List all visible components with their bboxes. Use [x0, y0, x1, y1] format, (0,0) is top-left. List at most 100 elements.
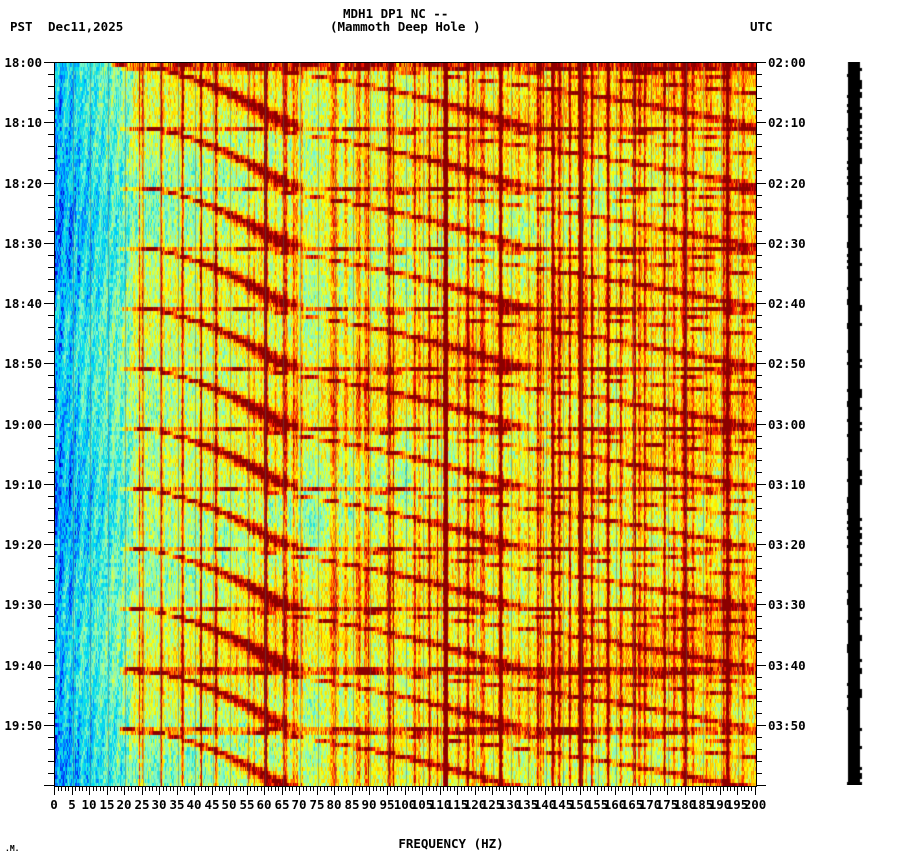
time-minor-tick-right	[756, 387, 762, 388]
freq-major-tick	[317, 786, 318, 795]
freq-major-tick	[440, 786, 441, 795]
freq-major-tick	[650, 786, 651, 795]
pst-time-label: 19:50	[4, 718, 42, 733]
freq-major-tick	[755, 786, 756, 795]
freq-major-tick	[177, 786, 178, 795]
freq-minor-tick	[618, 786, 619, 791]
time-minor-tick-left	[48, 592, 54, 593]
freq-major-tick	[194, 786, 195, 795]
time-minor-tick-left	[48, 86, 54, 87]
time-major-tick-right	[756, 303, 766, 304]
time-minor-tick-right	[756, 170, 762, 171]
time-minor-tick-left	[48, 399, 54, 400]
time-minor-tick-right	[756, 267, 762, 268]
time-major-tick-right	[756, 62, 766, 63]
freq-tick-label: 180	[673, 797, 697, 812]
freq-major-tick	[159, 786, 160, 795]
freq-minor-tick	[61, 786, 62, 791]
freq-tick-label: 110	[428, 797, 452, 812]
freq-tick-label: 70	[291, 797, 307, 812]
freq-major-tick	[352, 786, 353, 795]
pst-time-label: 19:10	[4, 477, 42, 492]
utc-time-label: 03:50	[768, 718, 806, 733]
freq-minor-tick	[678, 786, 679, 791]
freq-tick-label: 100	[393, 797, 417, 812]
time-major-tick-left	[44, 665, 54, 666]
time-minor-tick-left	[48, 652, 54, 653]
freq-minor-tick	[541, 786, 542, 791]
freq-minor-tick	[611, 786, 612, 791]
freq-tick-label: 40	[186, 797, 202, 812]
freq-minor-tick	[310, 786, 311, 791]
freq-minor-tick	[499, 786, 500, 791]
freq-tick-label: 0	[50, 797, 58, 812]
time-major-tick-left	[44, 122, 54, 123]
time-minor-tick-right	[756, 508, 762, 509]
freq-minor-tick	[303, 786, 304, 791]
time-minor-tick-left	[48, 279, 54, 280]
freq-minor-tick	[243, 786, 244, 791]
freq-minor-tick	[531, 786, 532, 791]
time-minor-tick-left	[48, 568, 54, 569]
freq-minor-tick	[65, 786, 66, 791]
freq-minor-tick	[219, 786, 220, 791]
time-minor-tick-right	[756, 592, 762, 593]
freq-major-tick	[124, 786, 125, 795]
time-minor-tick-right	[756, 713, 762, 714]
freq-tick-label: 120	[463, 797, 487, 812]
freq-tick-label: 190	[708, 797, 732, 812]
time-minor-tick-left	[48, 195, 54, 196]
freq-tick-label: 85	[344, 797, 360, 812]
time-minor-tick-left	[48, 628, 54, 629]
pst-time-label: 19:30	[4, 597, 42, 612]
pst-time-label: 19:20	[4, 537, 42, 552]
freq-major-tick	[405, 786, 406, 795]
freq-major-tick	[229, 786, 230, 795]
freq-minor-tick	[408, 786, 409, 791]
freq-minor-tick	[355, 786, 356, 791]
freq-minor-tick	[170, 786, 171, 791]
freq-minor-tick	[419, 786, 420, 791]
time-minor-tick-right	[756, 255, 762, 256]
time-major-tick-right	[756, 544, 766, 545]
time-minor-tick-right	[756, 460, 762, 461]
freq-minor-tick	[275, 786, 276, 791]
time-minor-tick-right	[756, 291, 762, 292]
freq-minor-tick	[341, 786, 342, 791]
freq-minor-tick	[506, 786, 507, 791]
freq-minor-tick	[688, 786, 689, 791]
freq-minor-tick	[327, 786, 328, 791]
freq-minor-tick	[716, 786, 717, 791]
freq-tick-label: 195	[725, 797, 749, 812]
freq-minor-tick	[608, 786, 609, 791]
freq-minor-tick	[173, 786, 174, 791]
freq-minor-tick	[433, 786, 434, 791]
freq-minor-tick	[166, 786, 167, 791]
utc-time-label: 02:50	[768, 356, 806, 371]
freq-minor-tick	[128, 786, 129, 791]
freq-minor-tick	[657, 786, 658, 791]
corner-artifact-glyph: .M.	[5, 844, 20, 853]
utc-time-label: 03:00	[768, 417, 806, 432]
freq-major-tick	[580, 786, 581, 795]
freq-major-tick	[510, 786, 511, 795]
time-minor-tick-left	[48, 532, 54, 533]
freq-minor-tick	[513, 786, 514, 791]
station-title: MDH1 DP1 NC --	[343, 6, 449, 21]
freq-minor-tick	[261, 786, 262, 791]
time-major-tick-left	[44, 363, 54, 364]
freq-minor-tick	[397, 786, 398, 791]
time-major-tick-left	[44, 183, 54, 184]
freq-minor-tick	[226, 786, 227, 791]
freq-major-tick	[422, 786, 423, 795]
freq-minor-tick	[454, 786, 455, 791]
freq-minor-tick	[285, 786, 286, 791]
freq-minor-tick	[590, 786, 591, 791]
time-minor-tick-right	[756, 158, 762, 159]
freq-minor-tick	[601, 786, 602, 791]
freq-minor-tick	[362, 786, 363, 791]
time-major-tick-right	[756, 604, 766, 605]
freq-tick-label: 65	[274, 797, 290, 812]
time-major-tick-right	[756, 665, 766, 666]
freq-tick-label: 15	[99, 797, 115, 812]
